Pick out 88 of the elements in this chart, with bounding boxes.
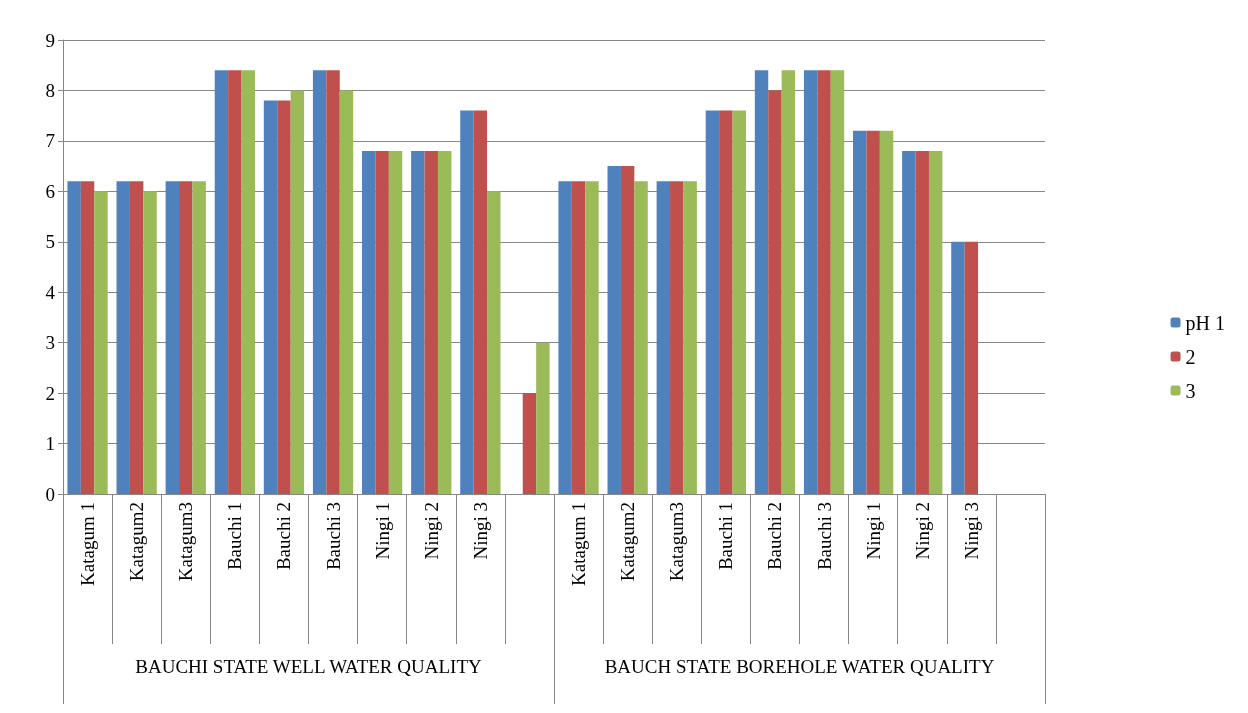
y-tick-label: 0 — [45, 483, 55, 505]
x-tick-label: Bauchi 2 — [764, 502, 786, 571]
x-tick-label: Bauchi 1 — [715, 502, 737, 571]
bar — [719, 110, 733, 494]
y-tick-label: 6 — [45, 180, 55, 202]
x-tick-label: Katagum2 — [617, 502, 639, 582]
bar — [165, 181, 180, 494]
bar — [670, 181, 684, 494]
legend-label: pH 1 — [1185, 311, 1226, 335]
bar — [634, 181, 648, 494]
bar — [830, 70, 845, 494]
bar — [263, 100, 278, 494]
bar — [339, 90, 354, 494]
bar — [129, 181, 144, 494]
bar — [536, 342, 550, 494]
x-tick-label: Ningi 1 — [371, 502, 393, 560]
bar — [277, 100, 291, 494]
bar — [951, 241, 965, 494]
bar — [585, 181, 599, 494]
bar — [683, 181, 697, 494]
bar — [902, 150, 916, 494]
y-tick-label: 7 — [45, 130, 55, 152]
text: BAUCHI STATE WELL WATER QUALITY — [135, 655, 482, 677]
x-tick-label: Ningi 3 — [960, 502, 982, 560]
text: BAUCH STATE BOREHOLE WATER QUALITY — [604, 655, 995, 677]
x-tick-label: Katagum 1 — [568, 502, 590, 586]
bar — [928, 150, 943, 494]
legend-label: 3 — [1185, 379, 1196, 402]
bar — [116, 181, 130, 494]
bar — [620, 166, 635, 494]
legend-label: 2 — [1185, 345, 1196, 368]
bar — [817, 70, 831, 494]
x-tick-label: Bauchi 3 — [322, 502, 344, 571]
bar — [214, 70, 229, 494]
y-tick-label: 2 — [45, 382, 55, 404]
bar — [781, 70, 796, 494]
bar — [388, 150, 403, 494]
bar — [964, 241, 979, 494]
y-tick-label: 9 — [45, 29, 55, 51]
bar — [768, 90, 782, 494]
bar — [879, 130, 894, 494]
bar — [228, 70, 242, 494]
x-tick-label: Katagum3 — [175, 502, 197, 582]
bar — [705, 110, 720, 494]
y-tick-label: 8 — [45, 79, 55, 101]
bar — [80, 181, 95, 494]
bar — [656, 181, 671, 494]
bar — [375, 150, 389, 494]
bar — [362, 150, 376, 494]
x-tick-label: Bauchi 2 — [273, 502, 295, 571]
bar — [732, 110, 746, 494]
bar — [94, 191, 108, 494]
bar — [67, 181, 81, 494]
x-tick-label: Katagum2 — [126, 502, 148, 582]
bar — [754, 70, 769, 494]
x-tick-label: Ningi 3 — [469, 502, 491, 560]
bar — [853, 130, 867, 494]
x-tick-label: Ningi 2 — [911, 502, 933, 560]
bar — [607, 166, 621, 494]
y-tick-label: 4 — [45, 281, 56, 303]
bar — [192, 181, 206, 494]
x-tick-label: Bauchi 1 — [224, 502, 246, 571]
bar — [424, 150, 438, 494]
bar — [437, 150, 452, 494]
bar — [866, 130, 880, 494]
bar — [460, 110, 474, 494]
bar — [558, 181, 572, 494]
bar — [803, 70, 818, 494]
bar — [915, 150, 929, 494]
x-tick-label: Katagum3 — [666, 502, 688, 582]
x-tick-label: Ningi 2 — [420, 502, 442, 560]
y-tick-label: 5 — [45, 231, 55, 253]
x-tick-label: Ningi 1 — [862, 502, 884, 560]
bar — [487, 191, 501, 494]
bar — [326, 70, 340, 494]
x-tick-label: Bauchi 3 — [813, 502, 835, 571]
bar — [411, 150, 425, 494]
x-tick-label: Katagum 1 — [77, 502, 99, 586]
bar — [241, 70, 255, 494]
bar — [571, 181, 586, 494]
bar — [312, 70, 327, 494]
bar — [179, 181, 193, 494]
bar — [143, 191, 157, 494]
bar — [522, 393, 537, 494]
y-tick-label: 1 — [45, 433, 55, 455]
bar — [473, 110, 488, 494]
y-tick-label: 3 — [45, 332, 55, 354]
bar — [290, 90, 305, 494]
